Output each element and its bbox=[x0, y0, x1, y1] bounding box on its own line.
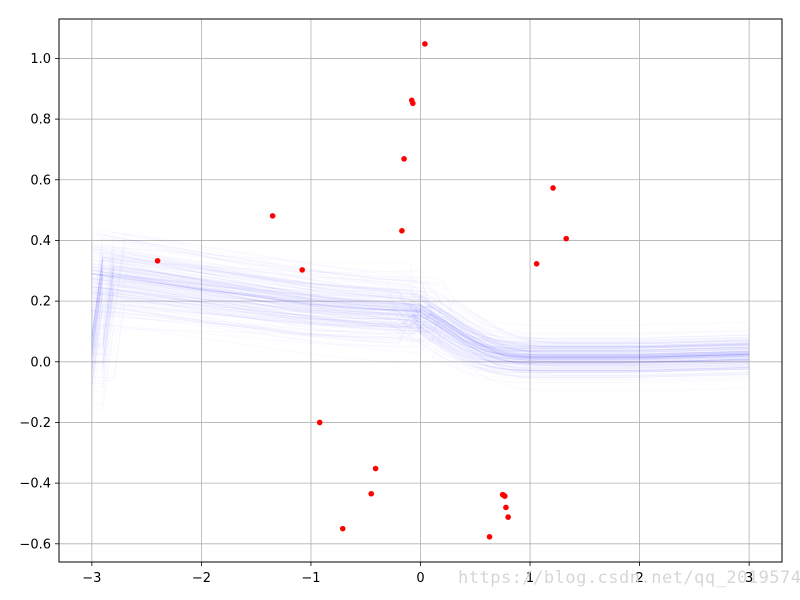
data-point bbox=[422, 41, 428, 47]
data-points bbox=[154, 41, 569, 540]
data-point bbox=[368, 490, 375, 497]
posterior-curves bbox=[91, 273, 750, 358]
data-point bbox=[410, 100, 416, 107]
x-tick-label: 2 bbox=[635, 571, 643, 586]
data-point bbox=[503, 504, 509, 511]
x-tick-label: −2 bbox=[192, 571, 211, 586]
y-tick-label: −0.2 bbox=[19, 416, 51, 431]
data-point bbox=[563, 235, 569, 242]
x-tick-label: 3 bbox=[745, 571, 753, 586]
watermark-text: https://blog.csdn.net/qq_20195745 bbox=[458, 568, 800, 588]
data-point bbox=[154, 257, 161, 264]
data-point bbox=[401, 156, 407, 162]
x-tick-label: −1 bbox=[301, 571, 320, 586]
y-tick-label: −0.6 bbox=[19, 537, 51, 552]
y-tick-label: 0.0 bbox=[30, 355, 51, 370]
posterior-mean-line bbox=[91, 273, 750, 358]
data-point bbox=[502, 493, 508, 499]
data-point bbox=[269, 213, 276, 219]
data-point bbox=[299, 267, 305, 273]
data-point bbox=[550, 185, 556, 191]
y-tick-label: 0.8 bbox=[30, 113, 51, 128]
y-tick-label: −0.4 bbox=[19, 477, 51, 492]
data-point bbox=[339, 525, 346, 532]
data-point bbox=[486, 534, 493, 540]
y-tick-label: 0.2 bbox=[30, 295, 51, 310]
x-tick-label: 0 bbox=[416, 571, 424, 586]
axis-ticks: −3 −2 −1 0 1 2 3 −0.6 −0.4 −0.2 0.0 0.2 0.4 0.6 0.8 1.0 bbox=[19, 52, 753, 586]
data-point bbox=[316, 419, 323, 426]
y-tick-label: 0.4 bbox=[30, 234, 51, 249]
data-point bbox=[505, 514, 511, 520]
data-point bbox=[533, 261, 540, 267]
y-tick-label: 0.6 bbox=[30, 173, 51, 188]
data-point bbox=[372, 465, 379, 472]
y-tick-label: 1.0 bbox=[30, 52, 51, 67]
x-tick-label: 1 bbox=[526, 571, 534, 586]
data-point bbox=[399, 227, 405, 234]
grid-lines bbox=[59, 19, 782, 562]
x-tick-label: −3 bbox=[82, 571, 101, 586]
